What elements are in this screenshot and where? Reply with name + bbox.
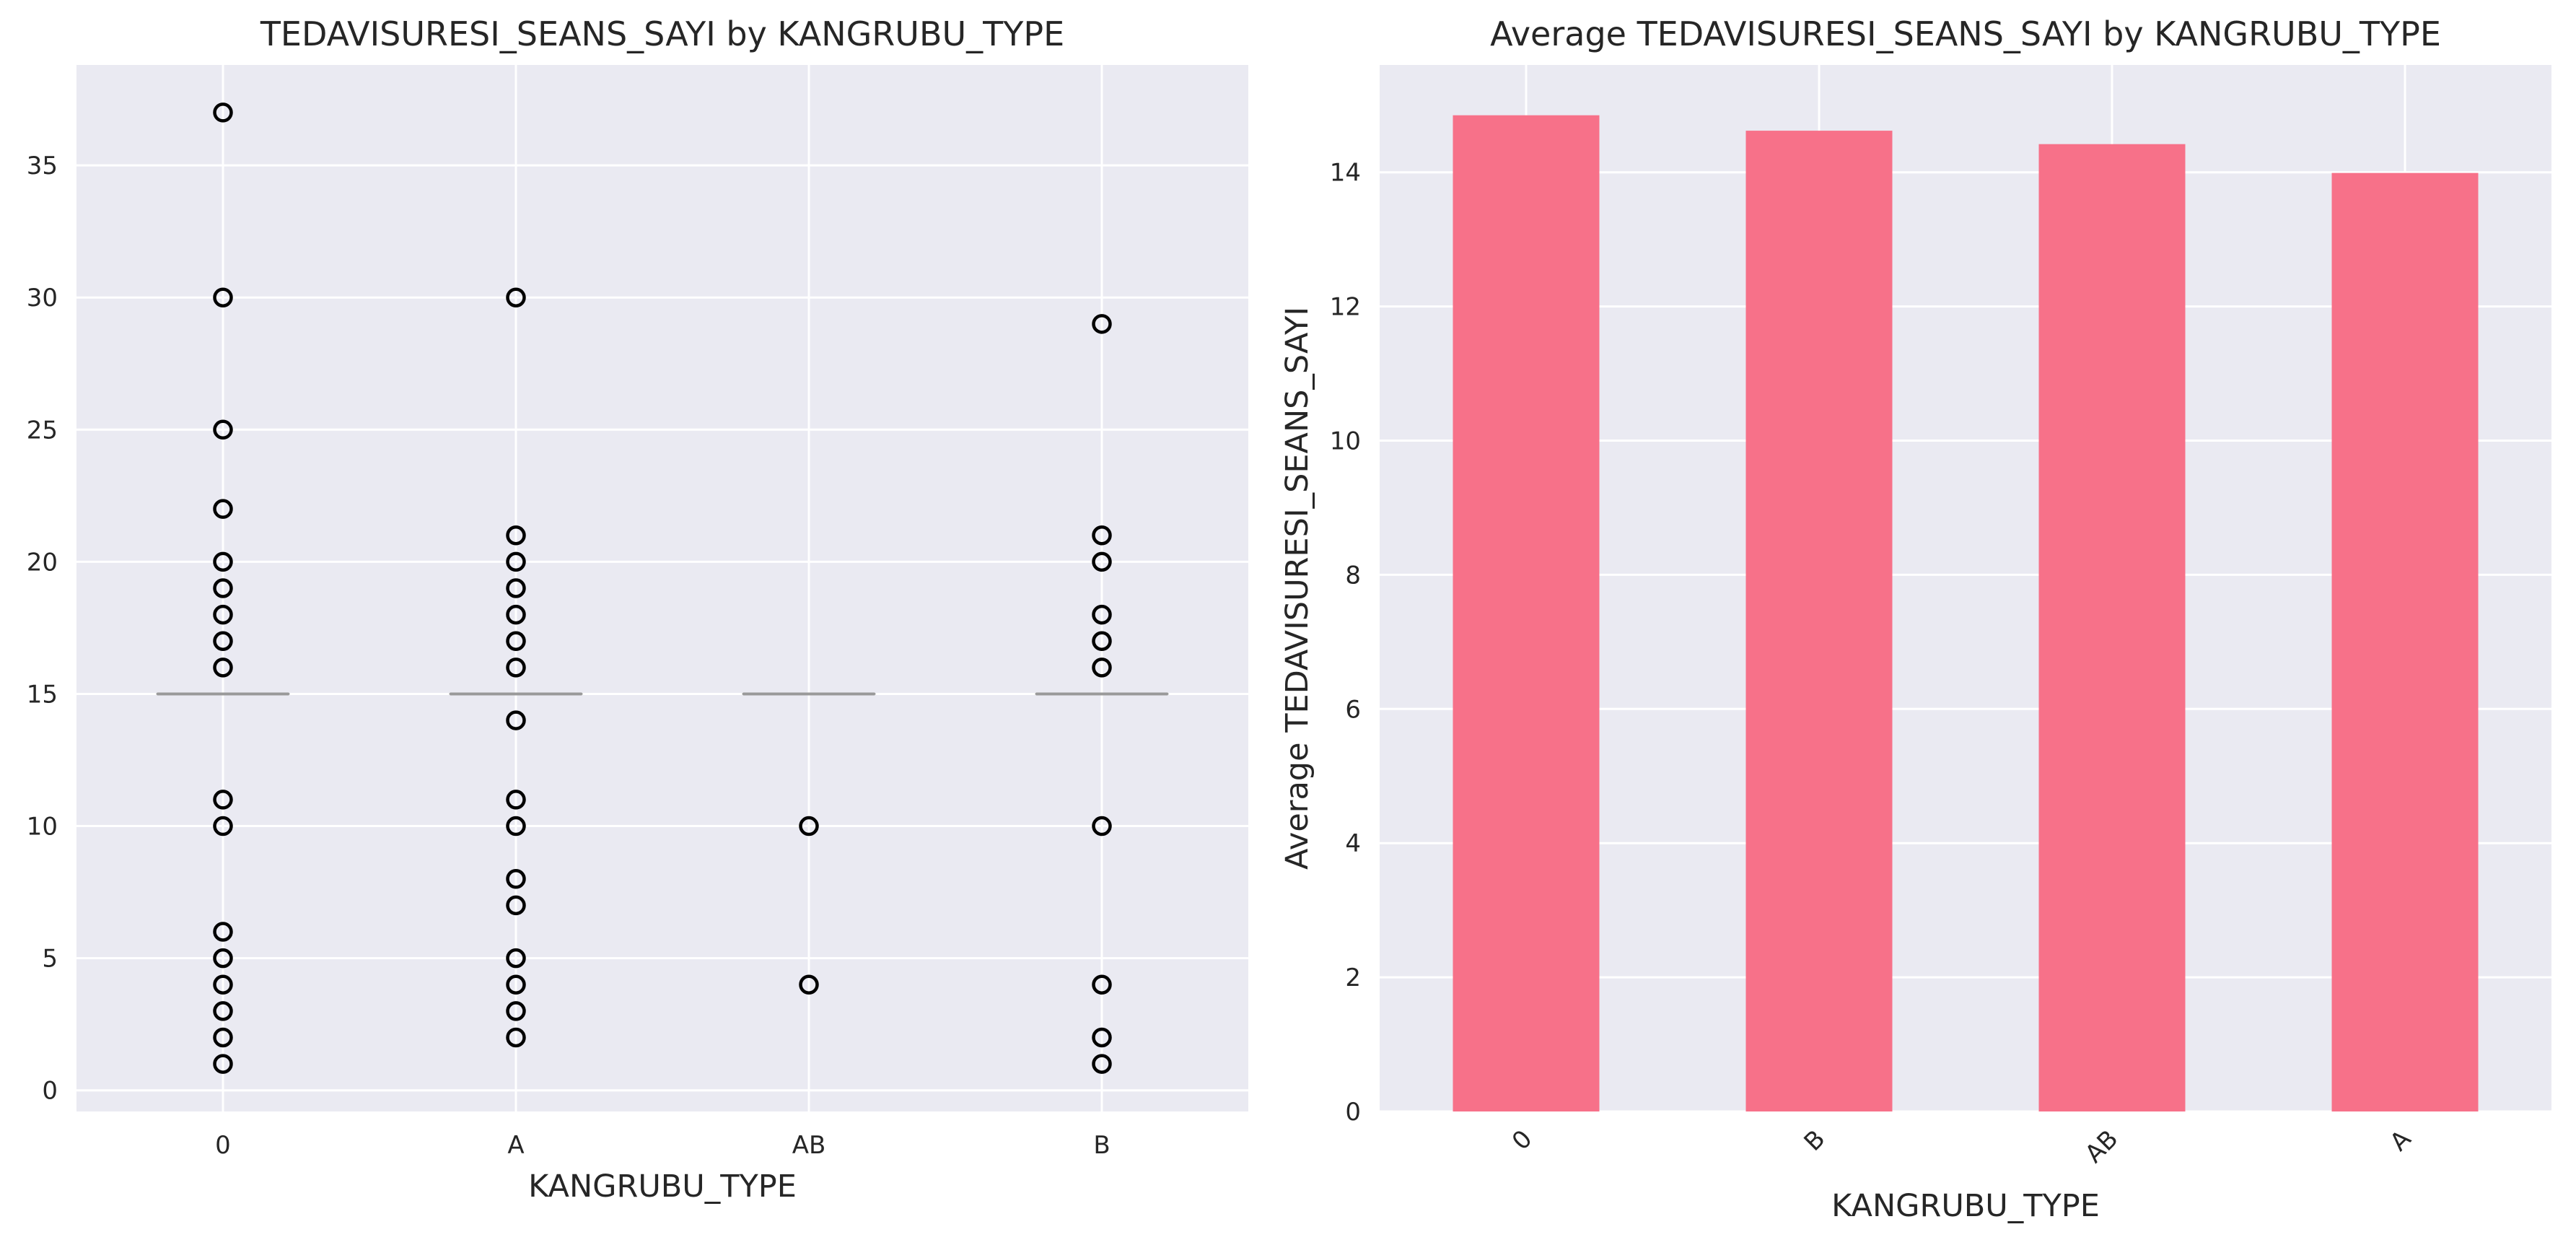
bar-y-tick-label: 12 bbox=[1330, 293, 1361, 322]
boxplot-outlier-point bbox=[799, 974, 819, 995]
boxplot-x-axis-label: KANGRUBU_TYPE bbox=[528, 1168, 797, 1205]
boxplot-outlier-point bbox=[213, 948, 233, 969]
bar-y-tick-label: 0 bbox=[1345, 1098, 1361, 1127]
boxplot-y-tick-label: 35 bbox=[27, 152, 58, 180]
boxplot-outlier-point bbox=[506, 816, 526, 836]
boxplot-x-tick-label: A bbox=[507, 1131, 524, 1160]
boxplot-outlier-point bbox=[213, 974, 233, 995]
boxplot-y-tick-label: 25 bbox=[27, 416, 58, 445]
bar-x-tick-label: A bbox=[2385, 1124, 2417, 1157]
boxplot-outlier-point bbox=[506, 1001, 526, 1021]
boxplot-outlier-point bbox=[506, 658, 526, 678]
boxplot-outlier-point bbox=[213, 499, 233, 519]
boxplot-y-tick-label: 30 bbox=[27, 284, 58, 313]
boxplot-outlier-point bbox=[506, 974, 526, 995]
bar bbox=[2331, 172, 2479, 1111]
boxplot-x-tick-label: B bbox=[1093, 1131, 1110, 1160]
boxplot-outlier-point bbox=[1092, 604, 1112, 625]
boxplot-outlier-point bbox=[1092, 974, 1112, 995]
boxplot-outlier-point bbox=[213, 790, 233, 810]
boxplot-outlier-point bbox=[1092, 525, 1112, 546]
boxplot-title: TEDAVISURESI_SEANS_SAYI by KANGRUBU_TYPE bbox=[260, 14, 1064, 53]
bar bbox=[1745, 131, 1893, 1112]
boxplot-outlier-point bbox=[799, 816, 819, 836]
bar-x-tick-label: AB bbox=[2080, 1124, 2124, 1168]
boxplot-panel: 0 5 10 15 20 25 30 35 0 A AB B TEDAVISURESI_SEANS_S… bbox=[27, 14, 1248, 1205]
boxplot-outlier-point bbox=[213, 578, 233, 598]
boxplot-outlier-point bbox=[213, 816, 233, 836]
boxplot-outlier-point bbox=[506, 895, 526, 916]
boxplot-outlier-point bbox=[506, 948, 526, 969]
bar bbox=[2038, 144, 2186, 1112]
boxplot-outlier-point bbox=[213, 102, 233, 123]
boxplot-outlier-point bbox=[506, 790, 526, 810]
boxplot-outlier-point bbox=[506, 869, 526, 889]
boxplot-y-tick-label: 15 bbox=[27, 680, 58, 709]
boxplot-outlier-point bbox=[213, 419, 233, 440]
boxplot-outlier-point bbox=[213, 1027, 233, 1048]
boxplot-outlier-point bbox=[1092, 1027, 1112, 1048]
boxplot-x-tick-label: 0 bbox=[215, 1131, 231, 1160]
boxplot-outlier-point bbox=[213, 551, 233, 572]
boxplot-y-tick-label: 20 bbox=[27, 548, 58, 577]
bar-y-tick-label: 2 bbox=[1345, 964, 1361, 992]
boxplot-outlier-point bbox=[506, 1027, 526, 1048]
boxplot-outlier-point bbox=[213, 922, 233, 942]
bar-y-tick-label: 10 bbox=[1330, 427, 1361, 456]
boxplot-outlier-point bbox=[213, 1054, 233, 1074]
boxplot-tick-labels: 0 5 10 15 20 25 30 35 0 A AB B bbox=[27, 152, 1110, 1160]
bar bbox=[1453, 115, 1600, 1111]
bar-y-tick-label: 8 bbox=[1345, 561, 1361, 590]
bar-panel: 0 2 4 6 8 10 12 14 0 B AB A Average TEDAVISURESI_SE… bbox=[1279, 14, 2551, 1224]
boxplot-outlier-point bbox=[213, 658, 233, 678]
boxplot-y-tick-label: 5 bbox=[42, 945, 58, 974]
bar-y-tick-label: 6 bbox=[1345, 695, 1361, 724]
boxplot-outlier-point bbox=[506, 604, 526, 625]
boxplot-x-tick-label: AB bbox=[792, 1131, 826, 1160]
bar-x-tick-label: 0 bbox=[1507, 1124, 1538, 1156]
boxplot-outlier-point bbox=[506, 578, 526, 598]
boxplot-y-tick-label: 10 bbox=[27, 813, 58, 842]
boxplot-outlier-point bbox=[1092, 1054, 1112, 1074]
boxplot-outlier-point bbox=[1092, 551, 1112, 572]
bar-x-axis-label: KANGRUBU_TYPE bbox=[1831, 1188, 2100, 1224]
bar-y-axis-label: Average TEDAVISURESI_SEANS_SAYI bbox=[1279, 307, 1315, 870]
boxplot-outlier-point bbox=[213, 604, 233, 625]
bar-title: Average TEDAVISURESI_SEANS_SAYI by KANGR… bbox=[1490, 14, 2441, 53]
boxplot-outlier-point bbox=[1092, 816, 1112, 836]
boxplot-marks bbox=[156, 102, 1169, 1074]
boxplot-outlier-point bbox=[506, 525, 526, 546]
boxplot-outlier-point bbox=[1092, 631, 1112, 651]
boxplot-outlier-point bbox=[1092, 658, 1112, 678]
bar-marks bbox=[1453, 115, 2479, 1112]
boxplot-outlier-point bbox=[506, 551, 526, 572]
boxplot-outlier-point bbox=[506, 287, 526, 307]
boxplot-outlier-point bbox=[1092, 314, 1112, 334]
boxplot-outlier-point bbox=[213, 631, 233, 651]
bar-y-tick-label: 14 bbox=[1330, 159, 1361, 188]
boxplot-plot-area bbox=[76, 65, 1248, 1111]
boxplot-outlier-point bbox=[213, 1001, 233, 1021]
boxplot-outlier-point bbox=[213, 287, 233, 307]
boxplot-outlier-point bbox=[506, 710, 526, 730]
bar-y-tick-label: 4 bbox=[1345, 829, 1361, 858]
boxplot-y-tick-label: 0 bbox=[42, 1077, 58, 1106]
boxplot-gridlines bbox=[76, 65, 1248, 1111]
boxplot-outlier-point bbox=[506, 631, 526, 651]
bar-x-tick-label: B bbox=[1799, 1124, 1831, 1157]
